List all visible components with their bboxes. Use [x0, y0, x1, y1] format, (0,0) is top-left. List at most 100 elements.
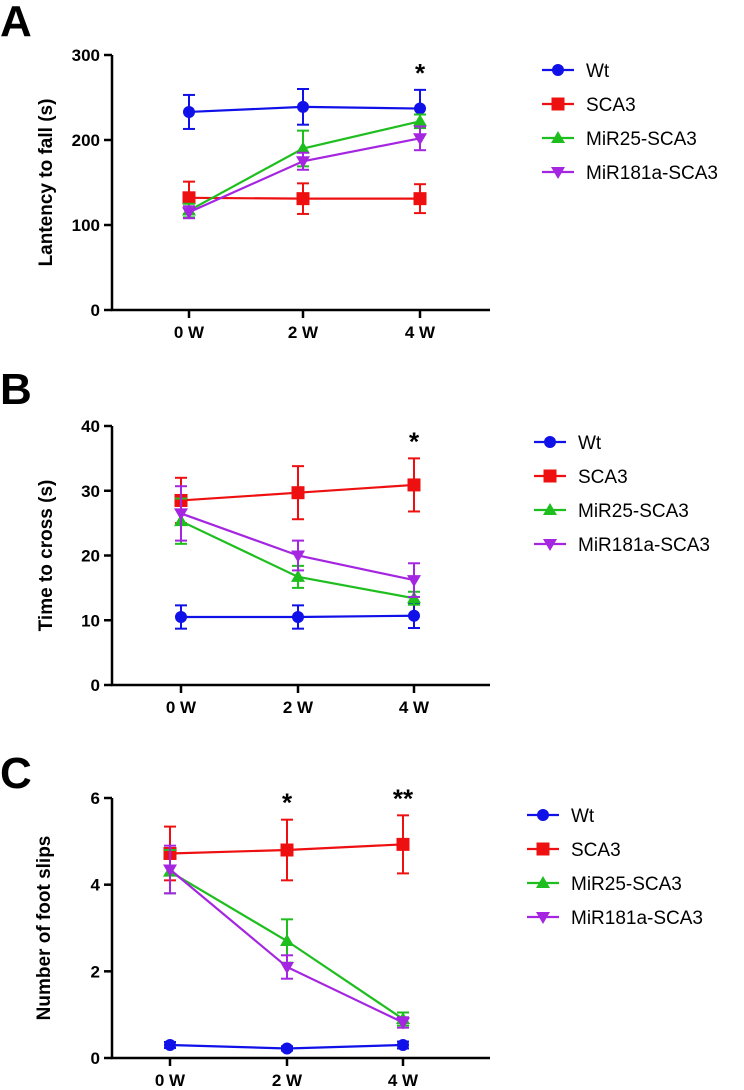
legend-marker	[551, 167, 565, 179]
legend-marker	[537, 809, 549, 821]
series-wt	[175, 602, 420, 630]
y-tick-label: 0	[91, 1049, 100, 1068]
legend-marker	[543, 469, 557, 483]
legend-entry-wt: Wt	[534, 433, 602, 454]
x-tick-label: 4 W	[399, 698, 430, 717]
legend-entry-sca3: SCA3	[534, 467, 628, 488]
data-point	[183, 105, 195, 118]
data-point	[407, 575, 421, 588]
legend-entry-sca3: SCA3	[542, 95, 636, 116]
data-point	[281, 1042, 293, 1055]
x-tick-label: 4 W	[388, 1071, 419, 1090]
panel-letter-c: C	[0, 749, 32, 798]
x-tick-label: 0 W	[174, 323, 205, 342]
data-point	[407, 478, 421, 492]
legend-label: SCA3	[578, 467, 628, 488]
panel-b: B 0 10 20 30 40 0 W 2 W 4 W Time to cross (s) * Wt S…	[0, 365, 710, 717]
legend-label: MiR25-SCA3	[586, 129, 697, 150]
y-tick-label: 0	[91, 301, 100, 320]
data-point	[182, 191, 196, 205]
x-tick-label: 4 W	[405, 323, 436, 342]
data-point	[174, 508, 188, 521]
series-sca3	[174, 457, 421, 525]
legend-marker	[543, 503, 557, 515]
data-point	[296, 141, 310, 154]
y-tick-label: 30	[81, 482, 100, 501]
data-point	[182, 207, 196, 220]
significance-marker: *	[415, 58, 426, 88]
y-tick-label: 40	[81, 417, 100, 436]
y-tick-label: 20	[81, 547, 100, 566]
data-point	[396, 837, 410, 851]
legend-entry-mir25-sca3: MiR25-SCA3	[527, 874, 682, 895]
y-tick-label: 2	[91, 962, 100, 981]
x-tick-label: 0 W	[166, 698, 197, 717]
data-point	[413, 192, 427, 206]
data-point	[292, 611, 304, 624]
y-tick-label: 6	[91, 789, 100, 808]
legend-marker	[543, 539, 557, 551]
legend-label: SCA3	[586, 95, 636, 116]
panel-letter-a: A	[0, 0, 32, 46]
legend-entry-mir181a-sca3: MiR181a-SCA3	[534, 535, 710, 556]
series-mir181a-sca3	[182, 125, 427, 220]
data-point	[291, 486, 305, 500]
legend-entry-wt: Wt	[527, 806, 595, 827]
legend-marker	[551, 97, 565, 111]
data-point	[291, 550, 305, 563]
significance-marker: **	[393, 783, 414, 813]
data-point	[280, 934, 294, 946]
y-tick-label: 100	[72, 216, 100, 235]
legend-marker	[551, 131, 565, 143]
x-tick-label: 2 W	[288, 323, 319, 342]
y-axis-label: Number of foot slips	[34, 836, 55, 1021]
significance-marker: *	[409, 426, 420, 456]
data-point	[280, 843, 294, 857]
series-mir181a-sca3	[174, 485, 421, 598]
data-point	[297, 100, 309, 113]
data-point	[397, 1039, 409, 1051]
data-point	[414, 102, 426, 115]
data-point	[413, 114, 427, 127]
legend-label: MiR25-SCA3	[578, 501, 689, 522]
legend-label: MiR181a-SCA3	[586, 163, 718, 184]
x-tick-label: 0 W	[155, 1071, 186, 1090]
data-point	[280, 962, 294, 974]
y-tick-label: 10	[81, 611, 100, 630]
panel-a: A 0 100 200 300 0 W 2 W 4 W Lantency to fall (s)…	[0, 0, 718, 342]
legend-entry-mir25-sca3: MiR25-SCA3	[534, 501, 689, 522]
legend-entry-mir181a-sca3: MiR181a-SCA3	[527, 908, 703, 929]
y-tick-label: 300	[72, 46, 100, 65]
series-sca3	[163, 814, 410, 882]
legend-marker	[536, 912, 550, 924]
legend-entry-mir181a-sca3: MiR181a-SCA3	[542, 163, 718, 184]
series-wt	[183, 88, 426, 130]
legend-marker	[536, 876, 550, 888]
data-point	[408, 609, 420, 622]
legend-entry-wt: Wt	[542, 61, 610, 82]
data-point	[175, 611, 187, 624]
significance-marker: *	[282, 788, 293, 818]
legend-label: MiR181a-SCA3	[578, 535, 710, 556]
series-mir181a-sca3	[163, 844, 410, 1030]
x-tick-label: 2 W	[272, 1071, 303, 1090]
y-tick-label: 4	[91, 876, 101, 895]
legend-label: Wt	[586, 61, 610, 82]
data-point	[296, 192, 310, 206]
x-tick-label: 2 W	[283, 698, 314, 717]
panel-letter-b: B	[0, 365, 32, 414]
y-tick-label: 200	[72, 131, 100, 150]
data-point	[164, 1039, 176, 1051]
legend-label: SCA3	[571, 840, 621, 861]
data-point	[413, 133, 427, 146]
y-axis-label: Time to cross (s)	[36, 480, 57, 632]
legend-label: Wt	[571, 806, 595, 827]
data-point	[291, 569, 305, 582]
legend-marker	[536, 842, 550, 856]
legend-marker	[552, 64, 564, 76]
legend-label: MiR181a-SCA3	[571, 908, 703, 929]
legend-label: Wt	[578, 433, 602, 454]
data-point	[163, 864, 177, 877]
